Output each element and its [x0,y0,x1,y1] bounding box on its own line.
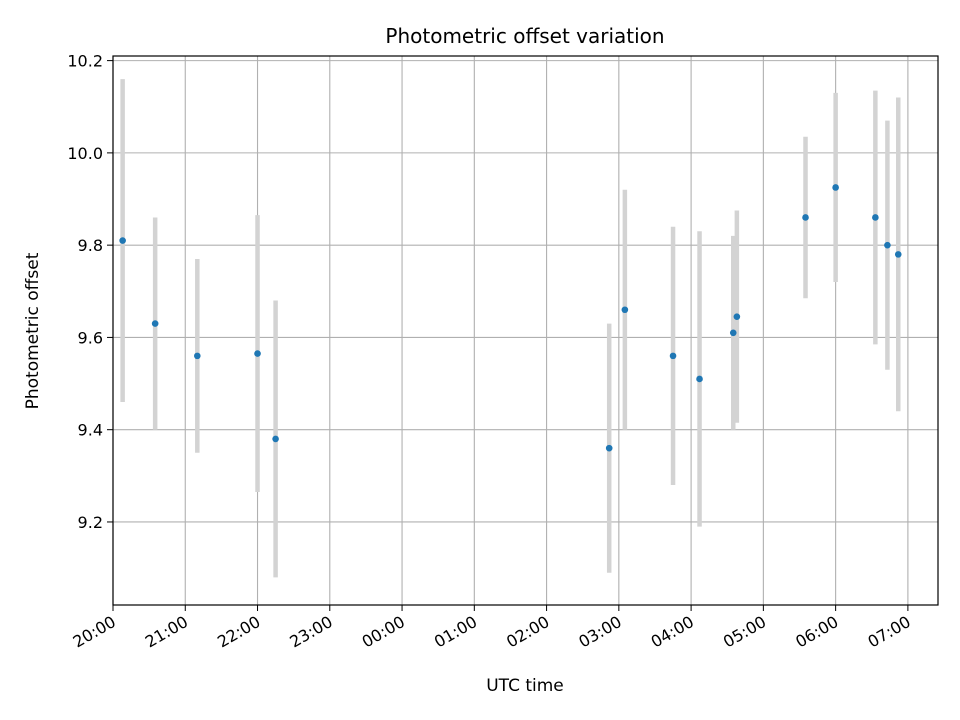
data-point [605,444,613,452]
y-tick-label: 9.6 [78,328,103,347]
data-point [832,184,839,191]
data-point [696,375,703,383]
y-axis: 9.2 9.4 9.6 9.8 10.0 10.2 [67,52,113,532]
data-point [119,237,126,244]
y-tick-label: 10.0 [67,144,103,163]
data-point [669,352,677,360]
data-point [254,350,261,357]
data-point [872,214,879,221]
y-tick-label: 9.4 [78,421,103,440]
plot-frame [112,55,939,606]
y-tick-label: 9.2 [78,513,103,532]
data-point [802,214,809,221]
data-point [272,435,279,443]
data-point [621,306,629,314]
data-point [884,241,891,249]
y-axis-label: Photometric offset [23,252,43,409]
x-axis-label: UTC time [486,676,564,696]
y-tick-label: 10.2 [67,52,103,71]
y-tick-label: 9.8 [78,236,103,255]
data-point [729,329,737,337]
data-points [119,184,902,452]
data-point [733,313,741,320]
chart-title: Photometric offset variation [385,24,664,48]
data-point [151,320,159,327]
data-point [894,251,902,258]
data-point [194,352,201,360]
